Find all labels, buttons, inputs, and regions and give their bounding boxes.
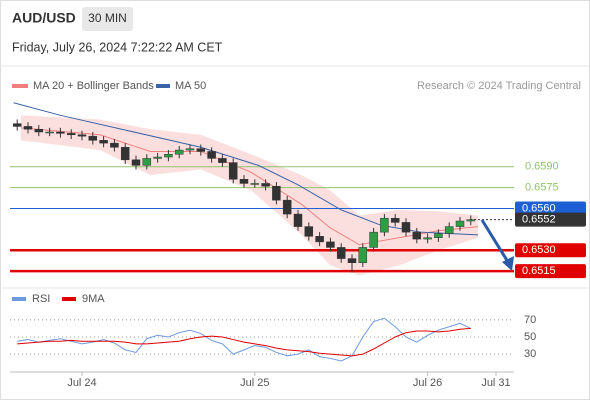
candle-body xyxy=(412,231,422,240)
candle-body xyxy=(326,241,335,248)
forecast-arrow xyxy=(480,219,514,271)
y-tick-label: 30 xyxy=(524,348,536,360)
candle-body xyxy=(185,148,195,151)
candle-body xyxy=(250,183,260,185)
candle-body xyxy=(239,179,249,184)
candle-body xyxy=(455,220,465,227)
candle-body xyxy=(358,247,368,263)
legend-label: MA 50 xyxy=(175,80,206,92)
ma50-line xyxy=(13,102,479,236)
interval-badge xyxy=(82,7,133,31)
candle-body xyxy=(34,128,44,133)
candle-body xyxy=(272,185,281,201)
timestamp: Friday, July 26, 2024 7:22:22 AM CET xyxy=(12,40,223,54)
candle-body xyxy=(110,142,119,148)
candle-body xyxy=(434,233,443,238)
candle-body xyxy=(12,123,22,127)
legend-label: MA 20 + Bollinger Bands xyxy=(33,80,154,92)
symbol: AUD/USD xyxy=(12,10,76,26)
candle-body xyxy=(23,126,33,130)
rsi-line xyxy=(17,327,471,357)
legend-label: RSI xyxy=(32,293,50,305)
candle-body xyxy=(142,158,152,166)
candle-body xyxy=(293,213,303,227)
level-label: 0.6575 xyxy=(525,182,559,194)
candle-body xyxy=(228,162,238,180)
y-tick-label: 50 xyxy=(524,331,536,343)
rsi-line xyxy=(17,317,472,362)
interval: 30 MIN xyxy=(88,11,127,25)
y-tick-label: 70 xyxy=(524,314,536,326)
bollinger-band xyxy=(20,115,479,276)
candle-body xyxy=(380,217,389,233)
level-badge xyxy=(515,264,586,279)
candle-body xyxy=(56,131,65,134)
candle-body xyxy=(88,135,98,141)
candle-body xyxy=(164,153,173,158)
candle-body xyxy=(174,149,184,155)
candle-body xyxy=(99,140,108,144)
candle-body xyxy=(282,199,292,215)
candle-body xyxy=(336,247,346,259)
legend-swatch xyxy=(156,84,170,88)
candle-body xyxy=(218,158,227,163)
candle-body xyxy=(401,222,411,233)
level-label: 0.6530 xyxy=(522,244,556,256)
candle-body xyxy=(153,156,162,159)
candle-body xyxy=(390,217,400,223)
candle-body xyxy=(207,151,216,159)
ma20-line xyxy=(20,127,479,246)
legend-swatch xyxy=(62,297,76,301)
legend-label: 9MA xyxy=(82,293,105,305)
candle-body xyxy=(196,148,206,152)
candle-body xyxy=(120,147,130,161)
candle-body xyxy=(423,237,432,240)
candle-body xyxy=(466,219,476,222)
candle-body xyxy=(261,183,270,187)
level-badge xyxy=(515,212,586,227)
candle-body xyxy=(131,159,141,166)
x-tick-label: Jul 26 xyxy=(413,377,442,389)
level-label: 0.6590 xyxy=(525,161,559,173)
level-badge xyxy=(515,243,586,258)
level-label: 0.6552 xyxy=(522,214,556,226)
x-tick-label: Jul 24 xyxy=(67,377,96,389)
legend-swatch xyxy=(12,84,28,88)
legend-swatch xyxy=(12,297,26,301)
source: Research © 2024 Trading Central xyxy=(417,80,581,92)
level-label: 0.6560 xyxy=(522,202,556,214)
candle-body xyxy=(77,134,87,137)
x-tick-label: Jul 31 xyxy=(481,377,510,389)
candle-body xyxy=(45,131,54,134)
candle-body xyxy=(304,226,314,237)
candle-body xyxy=(444,226,454,234)
level-label: 0.6515 xyxy=(522,265,556,277)
candle-body xyxy=(66,133,76,136)
level-badge xyxy=(515,201,586,216)
x-tick-label: Jul 25 xyxy=(240,377,269,389)
candle-body xyxy=(315,236,324,243)
candle-body xyxy=(369,231,378,248)
candle-body xyxy=(347,258,357,263)
